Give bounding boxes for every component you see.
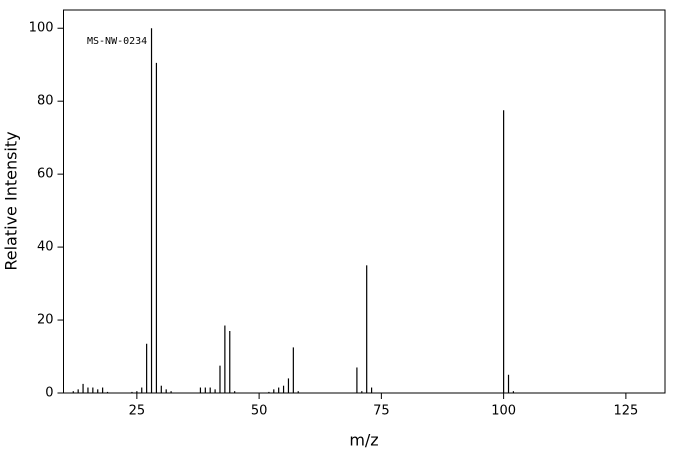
y-tick-label: 80 bbox=[37, 94, 54, 109]
y-tick-label: 20 bbox=[37, 313, 54, 328]
y-tick-label: 0 bbox=[45, 386, 53, 401]
y-tick-label: 40 bbox=[37, 240, 54, 255]
x-tick-label: 75 bbox=[373, 404, 390, 419]
y-tick-label: 100 bbox=[29, 21, 54, 36]
x-tick-label: 125 bbox=[613, 404, 638, 419]
x-tick-label: 100 bbox=[491, 404, 516, 419]
plot-frame bbox=[63, 9, 666, 394]
annotation: MS-NW-0234 bbox=[87, 36, 147, 47]
y-tick-label: 60 bbox=[37, 167, 54, 182]
x-tick-label: 25 bbox=[129, 404, 146, 419]
y-axis-label: Relative Intensity bbox=[2, 131, 21, 270]
x-tick-label: 50 bbox=[251, 404, 268, 419]
x-axis-label: m/z bbox=[349, 431, 378, 450]
